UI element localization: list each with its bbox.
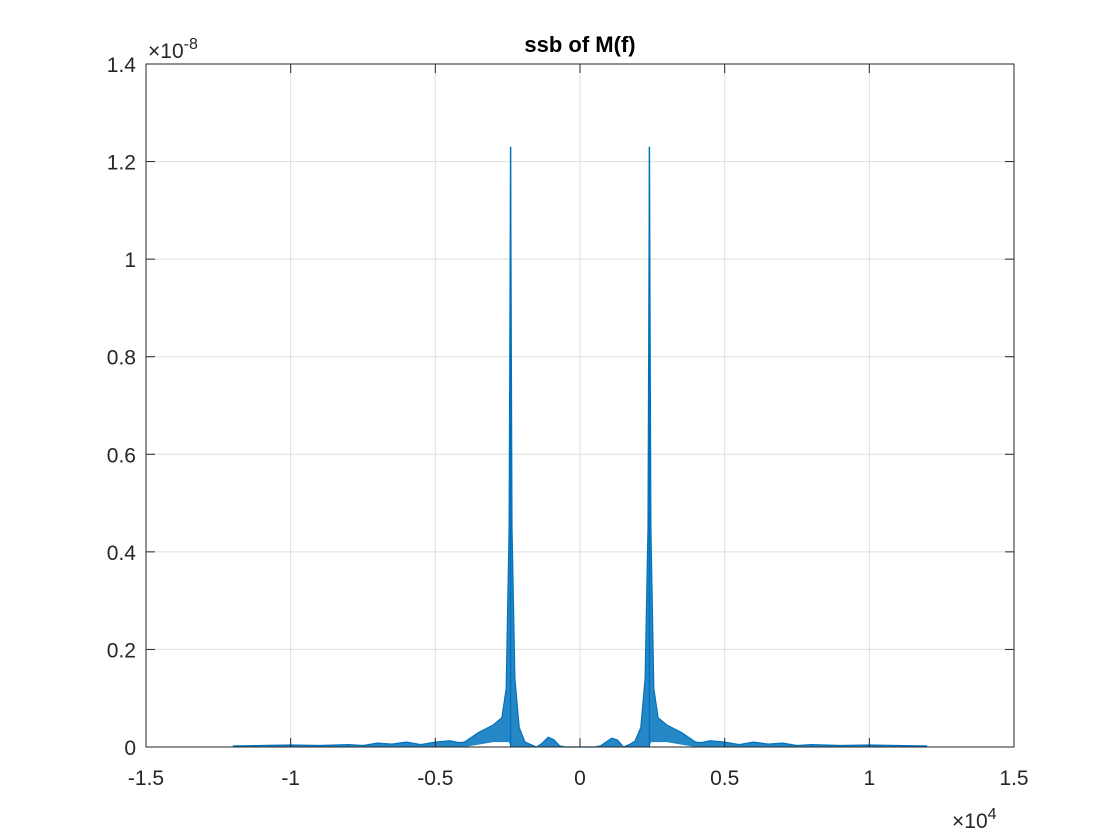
y-tick-label: 0.6: [107, 444, 136, 467]
x-axis-multiplier: ×104: [952, 806, 997, 833]
x-tick-labels: -1.5 -1 -0.5 0 0.5 1 1.5: [128, 767, 1029, 790]
tick-marks: [145, 63, 1015, 748]
y-tick-label: 1.4: [107, 54, 137, 77]
x-multiplier-prefix: ×10: [952, 810, 988, 833]
y-axis-multiplier: ×10-8: [148, 36, 198, 63]
y-multiplier-prefix: ×10: [148, 40, 184, 63]
y-multiplier-exponent: -8: [184, 36, 198, 53]
x-tick-label: 0: [574, 767, 586, 790]
x-tick-label: -0.5: [417, 767, 453, 790]
x-tick-label: -1: [281, 767, 300, 790]
x-tick-label: 1.5: [999, 767, 1028, 790]
chart-title: ssb of M(f): [524, 32, 635, 57]
x-multiplier-exponent: 4: [988, 806, 997, 823]
grid-lines: [146, 64, 1014, 747]
y-tick-label: 0.4: [107, 542, 137, 565]
y-tick-label: 0: [124, 737, 136, 760]
y-tick-label: 0.8: [107, 347, 136, 370]
y-tick-label: 0.2: [107, 639, 136, 662]
y-tick-label: 1.2: [107, 152, 136, 175]
x-tick-label: 1: [863, 767, 875, 790]
x-tick-label: -1.5: [128, 767, 164, 790]
plot-area: [145, 63, 1015, 748]
y-tick-label: 1: [124, 249, 136, 272]
y-tick-labels: 0 0.2 0.4 0.6 0.8 1 1.2 1.4: [107, 54, 137, 760]
x-tick-label: 0.5: [710, 767, 739, 790]
